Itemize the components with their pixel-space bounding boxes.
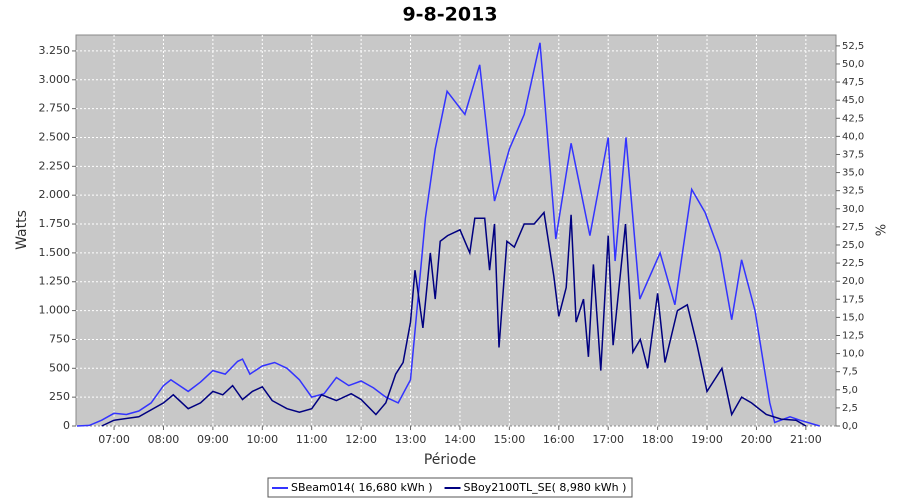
y-tick-label: 1.750 <box>39 217 71 230</box>
legend-label: SBeam014( 16,680 kWh ) <box>291 481 433 494</box>
y2-tick-label: 20,0 <box>842 276 864 287</box>
y2-tick-label: 12,5 <box>842 330 864 341</box>
y2-tick-label: 2,5 <box>842 403 858 414</box>
y2-tick-label: 0,0 <box>842 421 858 432</box>
y2-tick-label: 17,5 <box>842 294 864 305</box>
y2-tick-label: 27,5 <box>842 222 864 233</box>
y2-tick-label: 50,0 <box>842 59 864 70</box>
y2-tick-label: 22,5 <box>842 258 864 269</box>
y2-tick-label: 45,0 <box>842 95 864 106</box>
y2-tick-label: 25,0 <box>842 240 864 251</box>
y2-tick-label: 10,0 <box>842 349 864 360</box>
y2-tick-label: 15,0 <box>842 312 864 323</box>
x-axis-label: Période <box>424 452 476 468</box>
y-tick-label: 3.000 <box>39 73 71 86</box>
y2-tick-label: 32,5 <box>842 186 864 197</box>
y-tick-label: 1.500 <box>39 246 71 259</box>
x-tick-label: 13:00 <box>395 433 427 446</box>
plot-area <box>75 34 837 427</box>
chart-title: 9-8-2013 <box>402 4 497 26</box>
x-tick-label: 07:00 <box>98 433 130 446</box>
series-line <box>76 42 820 427</box>
x-tick-label: 17:00 <box>592 433 624 446</box>
x-tick-label: 20:00 <box>741 433 773 446</box>
x-tick-label: 14:00 <box>444 433 476 446</box>
y-tick-label: 2.000 <box>39 188 71 201</box>
y2-tick-label: 7,5 <box>842 367 858 378</box>
x-tick-label: 16:00 <box>543 433 575 446</box>
y-tick-label: 1.250 <box>39 275 71 288</box>
y2-tick-label: 42,5 <box>842 113 864 124</box>
y-tick-label: 500 <box>49 361 70 374</box>
x-tick-label: 10:00 <box>246 433 278 446</box>
y2-axis-label: % <box>875 224 890 236</box>
x-tick-label: 08:00 <box>148 433 180 446</box>
y-tick-label: 0 <box>63 419 70 432</box>
y2-tick-label: 47,5 <box>842 77 864 88</box>
y-tick-label: 2.500 <box>39 130 71 143</box>
y2-tick-label: 37,5 <box>842 149 864 160</box>
legend-label: SBoy2100TL_SE( 8,980 kWh ) <box>464 481 627 494</box>
y-tick-label: 750 <box>49 332 70 345</box>
y2-tick-label: 40,0 <box>842 131 864 142</box>
y2-tick-label: 30,0 <box>842 204 864 215</box>
y-tick-label: 3.250 <box>39 44 71 57</box>
y-tick-label: 2.750 <box>39 102 71 115</box>
y2-tick-label: 52,5 <box>842 41 864 52</box>
x-tick-label: 18:00 <box>642 433 674 446</box>
y-axis-label: Watts <box>14 210 30 250</box>
x-tick-label: 11:00 <box>296 433 328 446</box>
x-tick-label: 09:00 <box>197 433 229 446</box>
x-tick-label: 12:00 <box>345 433 377 446</box>
x-tick-label: 21:00 <box>790 433 822 446</box>
x-tick-label: 19:00 <box>691 433 723 446</box>
x-tick-label: 15:00 <box>494 433 526 446</box>
y-tick-label: 2.250 <box>39 159 71 172</box>
y2-tick-label: 35,0 <box>842 168 864 179</box>
series-line <box>101 210 807 427</box>
y2-tick-label: 5,0 <box>842 385 858 396</box>
y-tick-label: 1.000 <box>39 304 71 317</box>
y-tick-label: 250 <box>49 390 70 403</box>
